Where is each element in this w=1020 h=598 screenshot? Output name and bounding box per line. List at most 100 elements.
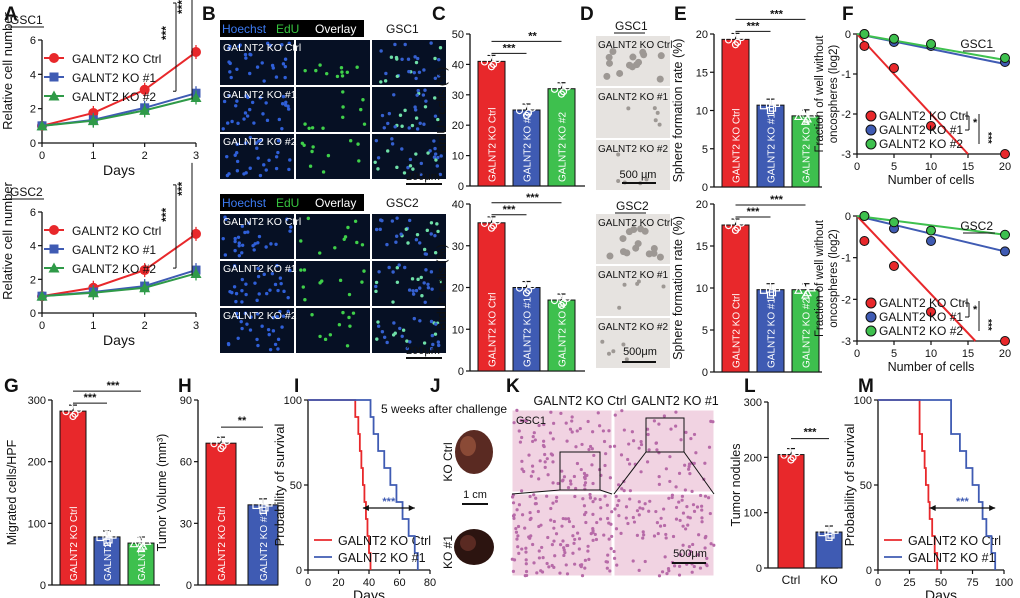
y-tick-label: 10 [452,324,464,336]
cell-nucleus [345,344,350,348]
cell-nucleus [436,74,441,78]
cell-nucleus [225,154,229,159]
cell-nucleus [307,126,311,130]
tissue-dot [554,532,559,536]
cell-nucleus [423,88,427,92]
data-point [480,58,489,66]
tissue-dot [631,515,635,520]
tissue-dot [654,509,658,514]
caption: 5 weeks after challenge [381,402,507,416]
data-point [87,115,99,126]
cell-nucleus [237,44,241,49]
data-point [139,84,150,95]
data-point [768,289,777,297]
tissue-dot [683,488,687,492]
oncosphere [632,244,640,252]
data-point [75,405,83,413]
cell-nucleus [283,75,287,80]
cell-nucleus [221,236,225,241]
cell-nucleus [240,326,244,331]
legend-label: GALNT2 KO #2 [879,324,963,338]
cell-nucleus [379,80,383,84]
cell-nucleus [416,277,420,282]
cell-nucleus [340,70,344,74]
tissue-dot [603,463,607,468]
cell-nucleus [360,280,364,284]
tissue-dot [545,457,549,461]
tissue-dot [678,553,683,557]
microscopy-tile [296,308,370,353]
data-point [763,97,772,105]
cell-nucleus [223,253,228,257]
tissue-dot [606,516,610,521]
cell-nucleus [429,347,434,351]
data-point [62,408,70,416]
tissue-dot [528,494,532,499]
tissue-dot [534,501,538,506]
cell-nucleus [339,66,344,70]
oncosphere [656,75,664,83]
data-point [759,102,768,110]
bar-category-label: GALNT2 KO #1 [259,511,270,581]
cell-nucleus [428,149,432,153]
tissue-dot [577,537,582,541]
data-point [103,538,111,546]
survival-curve [308,399,419,570]
tissue-dot [530,464,535,468]
bar [547,299,576,372]
cell-nucleus [400,147,404,151]
legend-label: GALNT2 KO #2 [72,90,156,104]
cell-nucleus [267,158,271,163]
tissue-dot [541,443,546,448]
cell-nucleus [404,227,408,231]
tissue-dot [641,530,645,534]
legend-marker [49,53,59,63]
cell-nucleus [270,271,275,276]
tissue-dot [572,541,576,545]
tissue-dot [596,411,600,415]
cell-nucleus [255,146,259,150]
tissue-dot [531,470,535,474]
cell-nucleus [356,142,360,146]
tissue-dot [566,485,571,490]
tissue-dot [602,533,606,537]
data-point [731,226,740,234]
tissue-dot [512,558,517,562]
tissue-dot [582,504,587,508]
cell-nucleus [389,55,394,59]
x-tick-label: 15 [962,161,974,173]
cell-nucleus [408,164,413,168]
tissue-dot [595,520,599,525]
cell-nucleus [348,139,353,143]
tissue-dot [570,415,574,419]
data-point [480,219,489,227]
tissue-dot [691,503,696,507]
cell-nucleus [406,165,410,170]
tissue-dot [594,537,599,542]
cell-nucleus [318,281,322,285]
oncosphere [626,106,631,111]
cell-nucleus [425,228,430,233]
cell-nucleus [351,311,356,315]
x-tick-label: 5 [891,348,897,360]
sig-stars: *** [747,20,761,32]
x-tick-label: 25 [903,577,915,589]
tissue-dot [674,505,679,510]
cell-nucleus [414,116,419,120]
bar [791,289,820,373]
tissue-dot [607,429,611,433]
tissue-dot [520,489,524,493]
cell-nucleus [240,243,245,247]
cell-nucleus [280,102,285,106]
y-tick-label: 30 [452,241,464,253]
series-line [41,233,197,298]
data-point [787,456,795,464]
legend-label: GALNT2 KO #1 [908,551,996,565]
data-point [889,33,899,44]
sig-stars: *** [804,427,818,439]
series-line [41,51,197,127]
tissue-dot [632,520,637,524]
tissue-dot [628,497,632,501]
cell-nucleus [280,325,284,329]
cell-nucleus [328,333,333,337]
